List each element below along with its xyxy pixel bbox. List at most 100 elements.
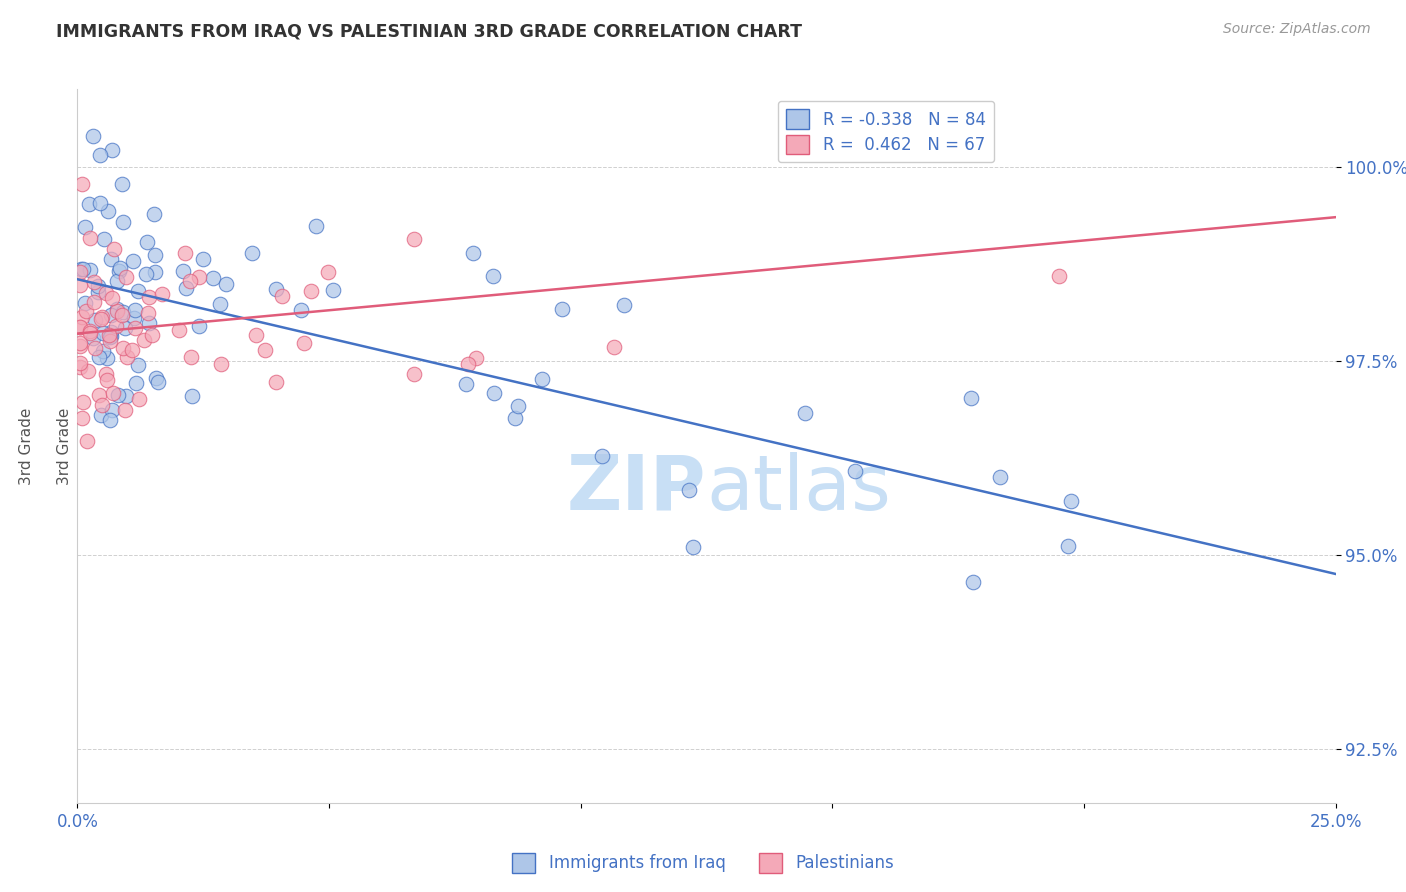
Point [83, 312, 105, 326]
Point [72, 261, 94, 276]
Point [613, 298, 636, 312]
Text: ZIP: ZIP [567, 452, 707, 525]
Point [1060, 494, 1083, 508]
Point [112, 341, 135, 355]
Point [104, 319, 127, 334]
Point [591, 450, 613, 464]
Point [290, 302, 312, 317]
Point [76, 364, 98, 378]
Point [98, 330, 121, 344]
Point [100, 252, 122, 266]
Point [69, 265, 91, 279]
Point [114, 320, 136, 334]
Point [1047, 269, 1070, 284]
Point [215, 277, 238, 291]
Point [70, 310, 93, 324]
Point [551, 302, 574, 317]
Point [83, 295, 105, 310]
Point [70, 262, 93, 277]
Point [69, 320, 91, 334]
Point [135, 267, 157, 281]
Point [305, 219, 328, 233]
Point [90, 408, 112, 422]
Point [101, 143, 124, 157]
Point [100, 328, 122, 343]
Point [322, 283, 344, 297]
Text: 3rd Grade: 3rd Grade [20, 408, 35, 484]
Point [503, 411, 526, 425]
Point [136, 235, 159, 250]
Point [150, 287, 173, 301]
Point [94, 286, 117, 301]
Point [69, 359, 91, 374]
Point [86, 285, 108, 300]
Point [138, 290, 160, 304]
Point [124, 321, 146, 335]
Point [404, 367, 426, 381]
Point [97, 327, 120, 342]
Point [962, 575, 984, 590]
Point [117, 350, 139, 364]
Point [90, 311, 112, 326]
Point [678, 483, 700, 497]
Point [75, 303, 97, 318]
Point [105, 304, 128, 318]
Point [404, 232, 426, 246]
Point [794, 406, 817, 420]
Point [100, 308, 122, 322]
Point [89, 195, 111, 210]
Point [124, 310, 146, 325]
Point [264, 375, 287, 389]
Point [101, 385, 124, 400]
Point [69, 336, 91, 351]
Point [79, 231, 101, 245]
Point [844, 464, 866, 478]
Point [87, 278, 110, 293]
Point [136, 306, 159, 320]
Point [465, 351, 488, 365]
Point [318, 265, 340, 279]
Point [69, 278, 91, 293]
Point [132, 333, 155, 347]
Point [110, 177, 132, 191]
Point [98, 413, 121, 427]
Point [91, 343, 114, 358]
Y-axis label: 3rd Grade: 3rd Grade [56, 408, 72, 484]
Point [70, 177, 93, 191]
Point [506, 399, 529, 413]
Point [75, 220, 97, 235]
Point [69, 339, 91, 353]
Point [76, 434, 98, 449]
Point [264, 282, 287, 296]
Point [112, 305, 135, 319]
Point [111, 308, 134, 322]
Point [96, 368, 118, 382]
Point [988, 469, 1011, 483]
Point [456, 377, 478, 392]
Point [93, 232, 115, 246]
Point [457, 357, 479, 371]
Point [172, 264, 194, 278]
Point [79, 263, 101, 277]
Point [143, 265, 166, 279]
Point [96, 373, 118, 387]
Point [108, 263, 131, 277]
Point [83, 275, 105, 289]
Point [127, 358, 149, 372]
Point [125, 376, 148, 391]
Point [96, 351, 118, 365]
Point [122, 254, 145, 268]
Point [960, 391, 983, 405]
Point [82, 128, 104, 143]
Point [87, 388, 110, 402]
Point [100, 403, 122, 417]
Text: IMMIGRANTS FROM IRAQ VS PALESTINIAN 3RD GRADE CORRELATION CHART: IMMIGRANTS FROM IRAQ VS PALESTINIAN 3RD … [56, 22, 803, 40]
Point [114, 402, 136, 417]
Legend: Immigrants from Iraq, Palestinians: Immigrants from Iraq, Palestinians [505, 847, 901, 880]
Point [191, 252, 214, 266]
Legend: R = -0.338   N = 84, R =  0.462   N = 67: R = -0.338 N = 84, R = 0.462 N = 67 [778, 101, 994, 162]
Point [481, 269, 503, 284]
Point [143, 248, 166, 262]
Point [79, 324, 101, 338]
Point [77, 197, 100, 211]
